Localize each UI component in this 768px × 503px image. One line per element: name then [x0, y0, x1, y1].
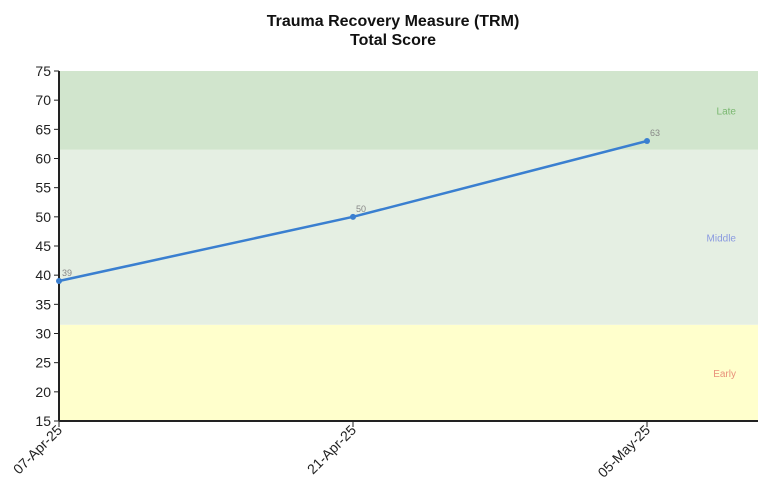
y-tick-label: 65 — [35, 121, 51, 137]
data-label: 63 — [650, 128, 660, 138]
y-tick-label: 35 — [35, 296, 51, 312]
band-label-late: Late — [717, 106, 737, 117]
y-tick-label: 30 — [35, 326, 51, 342]
data-point — [56, 278, 62, 284]
x-tick-label: 07-Apr-25 — [10, 422, 65, 477]
y-tick-label: 20 — [35, 384, 51, 400]
y-tick-label: 75 — [35, 63, 51, 79]
x-tick-label: 21-Apr-25 — [304, 422, 359, 477]
data-label: 39 — [62, 268, 72, 278]
series-layer: 39 50 63 — [56, 128, 660, 284]
y-tick-label: 15 — [35, 413, 51, 429]
chart-subtitle: Total Score — [350, 32, 436, 49]
band-late — [59, 71, 758, 150]
band-early — [59, 324, 758, 421]
y-tick-label: 70 — [35, 92, 51, 108]
x-tick-label: 05-May-25 — [594, 422, 653, 481]
y-tick-label: 25 — [35, 355, 51, 371]
data-point — [644, 138, 650, 144]
data-point — [350, 213, 356, 220]
y-tick-label: 45 — [35, 238, 51, 254]
y-tick-label: 50 — [35, 209, 51, 225]
y-tick-label: 55 — [35, 180, 51, 196]
chart-title: Trauma Recovery Measure (TRM) — [267, 13, 520, 30]
y-tick-label: 40 — [35, 267, 51, 283]
band-middle — [59, 149, 758, 325]
band-label-early: Early — [713, 369, 736, 380]
band-label-middle: Middle — [707, 233, 737, 244]
bands-layer: Early Middle Late — [59, 71, 758, 421]
data-label: 50 — [356, 204, 366, 214]
y-tick-label: 60 — [35, 151, 51, 167]
